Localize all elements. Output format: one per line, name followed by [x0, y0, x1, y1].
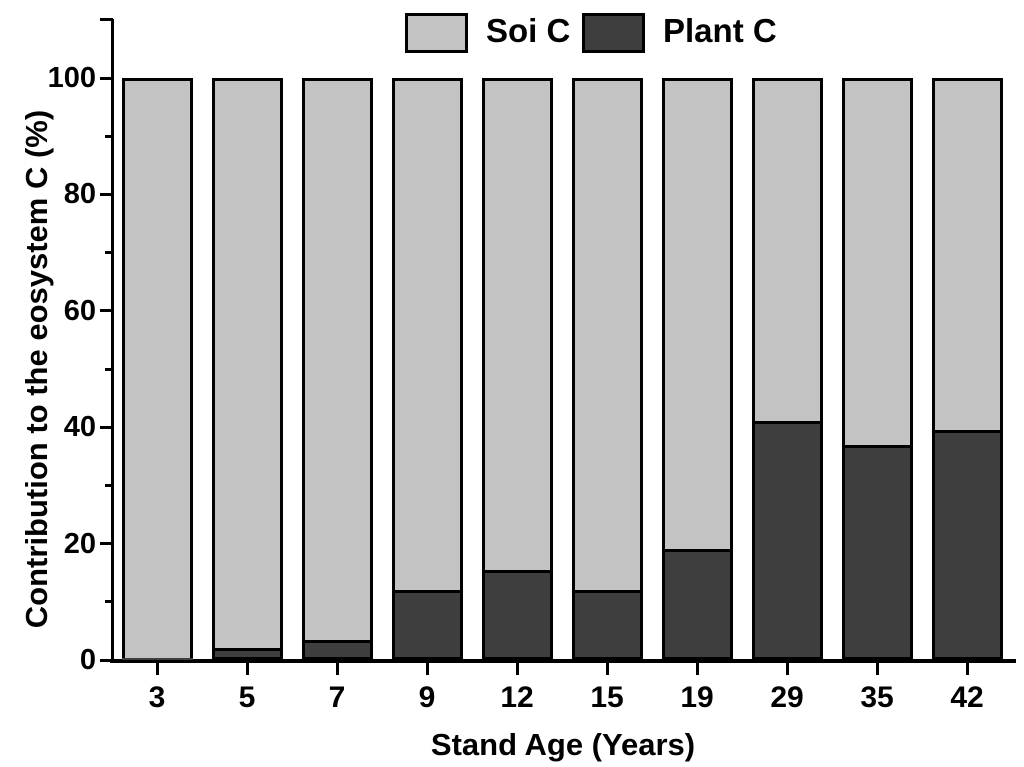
legend-label-plant-c: Plant C [663, 12, 777, 49]
y-tick-label: 20 [63, 527, 96, 560]
x-tick [785, 661, 789, 675]
bar-segment-soil-c [931, 78, 1003, 431]
x-tick-label: 12 [500, 681, 534, 714]
bar-segment-soil-c [301, 78, 373, 640]
bar-age-29 [751, 78, 823, 660]
y-tick-major [100, 309, 113, 313]
x-tick [245, 661, 249, 675]
bar-segment-plant-c [751, 421, 823, 660]
legend-label-soil-c: Soi C [486, 12, 571, 49]
bar-segment-plant-c [661, 549, 733, 660]
y-axis-line [111, 19, 114, 662]
y-tick-major [100, 192, 113, 196]
y-tick-minor [105, 483, 113, 487]
y-tick-major [100, 542, 113, 546]
bar-age-3 [121, 78, 193, 660]
x-tick [155, 661, 159, 675]
bar-age-7 [301, 78, 373, 660]
x-tick [965, 661, 969, 675]
x-tick-label: 5 [238, 681, 256, 714]
y-axis-end-tick [100, 18, 113, 22]
y-tick-minor [105, 251, 113, 255]
x-tick [515, 661, 519, 675]
bar-age-35 [841, 78, 913, 660]
y-tick-major [100, 658, 113, 662]
y-tick-major [100, 76, 113, 80]
bar-segment-plant-c [481, 569, 553, 660]
x-tick [335, 661, 339, 675]
x-tick-label: 7 [328, 681, 346, 714]
bar-segment-plant-c [211, 648, 283, 660]
y-axis-title: Contribution to the eosystem C (%) [19, 109, 54, 629]
bar-age-9 [391, 78, 463, 660]
y-tick-label: 80 [63, 178, 96, 211]
y-tick-minor [105, 367, 113, 371]
bar-segment-soil-c [661, 78, 733, 550]
x-tick-label: 35 [860, 681, 894, 714]
y-tick-label: 0 [79, 644, 96, 676]
x-tick [695, 661, 699, 675]
bar-age-5 [211, 78, 283, 660]
x-tick [425, 661, 429, 675]
x-tick-label: 9 [418, 681, 436, 714]
bar-segment-plant-c [841, 444, 913, 660]
y-tick-minor [105, 600, 113, 604]
y-tick-label: 100 [47, 62, 96, 94]
bar-segment-soil-c [121, 78, 193, 659]
bar-segment-soil-c [841, 78, 913, 445]
x-tick [875, 661, 879, 675]
x-tick-label: 19 [680, 681, 714, 714]
x-axis-line [110, 659, 1016, 663]
bar-segment-soil-c [571, 78, 643, 591]
y-tick-major [100, 425, 113, 429]
bar-segment-soil-c [391, 78, 463, 591]
bar-segment-soil-c [481, 78, 553, 570]
bar-segment-plant-c [931, 430, 1003, 660]
bar-segment-soil-c [751, 78, 823, 422]
x-tick-label: 42 [950, 681, 984, 714]
bar-segment-plant-c [301, 639, 373, 660]
bar-age-19 [661, 78, 733, 660]
bar-segment-plant-c [571, 590, 643, 660]
x-tick-label: 29 [770, 681, 804, 714]
bar-segment-plant-c [121, 658, 193, 660]
y-tick-label: 40 [63, 411, 96, 444]
legend-swatch-soil-c [405, 13, 468, 53]
legend-swatch-plant-c [582, 13, 645, 53]
bar-age-12 [481, 78, 553, 660]
x-tick [605, 661, 609, 675]
bar-segment-soil-c [211, 78, 283, 649]
x-tick-label: 15 [590, 681, 624, 714]
y-tick-label: 60 [63, 294, 96, 327]
x-axis-title: Stand Age (Years) [430, 727, 696, 762]
y-tick-minor [105, 134, 113, 138]
bar-segment-plant-c [391, 590, 463, 660]
bar-age-15 [571, 78, 643, 660]
bar-age-42 [931, 78, 1003, 660]
x-tick-label: 3 [148, 681, 166, 714]
